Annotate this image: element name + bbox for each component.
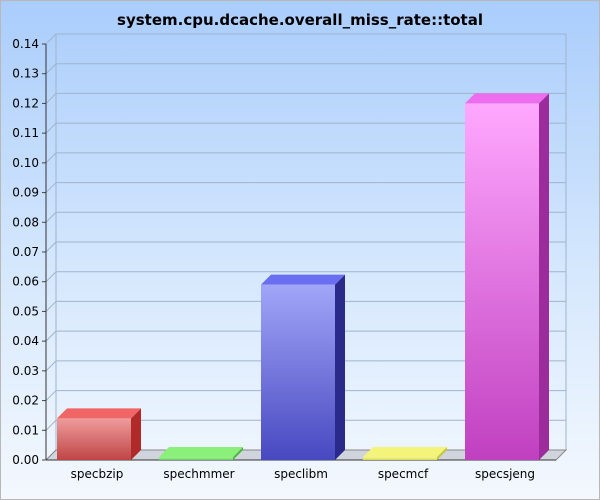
bar-front-spechmmer bbox=[159, 457, 233, 460]
bar-spechmmer bbox=[159, 447, 243, 460]
y-tick-label: 0.00 bbox=[12, 453, 39, 467]
gridline-depth bbox=[45, 241, 57, 253]
bar-specmcf bbox=[363, 447, 447, 460]
bar-top-specsjeng bbox=[465, 93, 549, 104]
y-tick-label: 0.02 bbox=[12, 394, 39, 408]
y-tick-label: 0.01 bbox=[12, 423, 39, 437]
gridline-depth bbox=[45, 93, 57, 104]
bar-front-specsjeng bbox=[465, 103, 539, 460]
y-tick-label: 0.12 bbox=[12, 96, 39, 110]
bar-top-specmcf bbox=[363, 447, 447, 458]
y-tick-label: 0.11 bbox=[12, 126, 39, 140]
y-tick-label: 0.04 bbox=[12, 334, 39, 348]
x-tick-label: specbzip bbox=[71, 467, 124, 481]
bar-side-speclibm bbox=[335, 274, 345, 460]
gridline-depth bbox=[45, 390, 57, 401]
chart-title: system.cpu.dcache.overall_miss_rate::tot… bbox=[117, 11, 483, 29]
y-tick-labels: 0.00 0.01 0.02 0.03 0.04 0.05 0.06 0.07 0.08 0.09… bbox=[12, 37, 39, 467]
gridline-depth bbox=[45, 33, 57, 45]
bar-side-specbzip bbox=[131, 408, 141, 460]
gridline-depth bbox=[45, 330, 57, 342]
y-tick-label: 0.10 bbox=[12, 156, 39, 170]
bar-specsjeng bbox=[465, 93, 549, 460]
bars bbox=[57, 93, 549, 460]
bar-side-spechmmer bbox=[233, 447, 243, 460]
x-tick-label: spechmmer bbox=[163, 467, 234, 481]
gridline-depth bbox=[45, 63, 57, 75]
y-tick-label: 0.05 bbox=[12, 304, 39, 318]
bar-top-spechmmer bbox=[159, 447, 243, 458]
gridline-depth bbox=[45, 211, 57, 223]
y-tick-label: 0.08 bbox=[12, 215, 39, 229]
bar-front-specbzip bbox=[57, 418, 131, 460]
gridline-depth bbox=[45, 301, 57, 312]
y-tick-label: 0.14 bbox=[12, 37, 39, 51]
gridline-depth bbox=[45, 122, 57, 134]
x-tick-label: specmcf bbox=[378, 467, 429, 481]
bar-front-speclibm bbox=[261, 284, 335, 460]
x-tick-label: speclibm bbox=[274, 467, 328, 481]
x-tick-labels: specbzip spechmmer speclibm specmcf specsjen… bbox=[71, 467, 535, 481]
bar-front-specmcf bbox=[363, 457, 437, 460]
bar-side-specmcf bbox=[437, 447, 447, 460]
gridline-depth bbox=[45, 419, 57, 431]
bar-top-speclibm bbox=[261, 274, 345, 285]
y-tick-label: 0.07 bbox=[12, 245, 39, 259]
y-tick-label: 0.09 bbox=[12, 186, 39, 200]
gridline-depth bbox=[45, 360, 57, 372]
bar-side-specsjeng bbox=[539, 93, 549, 460]
x-tick-label: specsjeng bbox=[475, 467, 535, 481]
y-tick-label: 0.03 bbox=[12, 364, 39, 378]
gridline-depth bbox=[45, 271, 57, 283]
bar-specbzip bbox=[57, 408, 141, 460]
bar-top-specbzip bbox=[57, 408, 141, 419]
gridline-depth bbox=[45, 152, 57, 164]
y-tick-label: 0.13 bbox=[12, 67, 39, 81]
bar-speclibm bbox=[261, 274, 345, 460]
gridline-depth bbox=[45, 182, 57, 193]
y-tick-label: 0.06 bbox=[12, 275, 39, 289]
